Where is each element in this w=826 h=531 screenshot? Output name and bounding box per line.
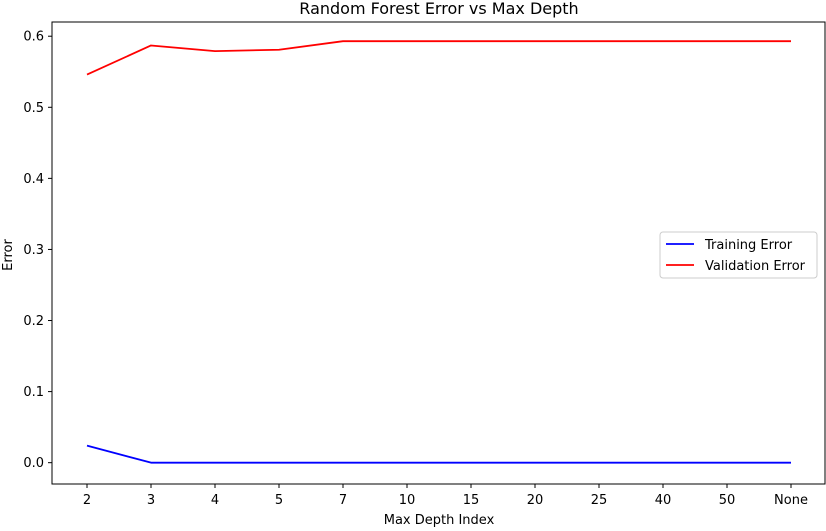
x-tick-label: 10: [399, 493, 416, 508]
legend: Training Error Validation Error: [659, 231, 818, 279]
x-tick-label: 15: [463, 493, 480, 508]
x-tick-label: 40: [655, 493, 672, 508]
x-axis-label: Max Depth Index: [384, 513, 495, 527]
x-tick-label: 25: [591, 493, 608, 508]
y-tick-label: 0.3: [23, 243, 44, 258]
y-axis-label: Error: [1, 239, 16, 271]
series-line-validation-error: [86, 40, 791, 76]
y-tick-label: 0.4: [23, 172, 44, 187]
x-tick-label: 3: [147, 493, 155, 508]
x-tick-label: 7: [339, 493, 347, 508]
series-line-training-error: [86, 444, 791, 464]
legend-label: Validation Error: [705, 259, 806, 274]
x-tick-label: None: [774, 493, 808, 508]
y-tick-label: 0.5: [23, 101, 44, 116]
x-tick-label: 20: [527, 493, 544, 508]
plot-frame: [51, 21, 826, 485]
x-tick-label: 50: [719, 493, 736, 508]
x-tick-label: 4: [211, 493, 219, 508]
chart-title: Random Forest Error vs Max Depth: [299, 0, 578, 18]
x-tick-label: 2: [83, 493, 91, 508]
axis-ticks: 2 3 4 5 7 10 15 20 25 40 50 None 0.0 0.1 0.2 0.3 0.4 0.5 0…: [23, 30, 808, 508]
legend-box: [659, 231, 818, 279]
series-lines: [86, 40, 791, 464]
y-tick-label: 0.6: [23, 30, 44, 45]
y-tick-label: 0.2: [23, 314, 44, 329]
y-tick-label: 0.0: [23, 456, 44, 471]
legend-label: Training Error: [704, 238, 793, 253]
x-tick-label: 5: [275, 493, 283, 508]
y-tick-label: 0.1: [23, 385, 44, 400]
